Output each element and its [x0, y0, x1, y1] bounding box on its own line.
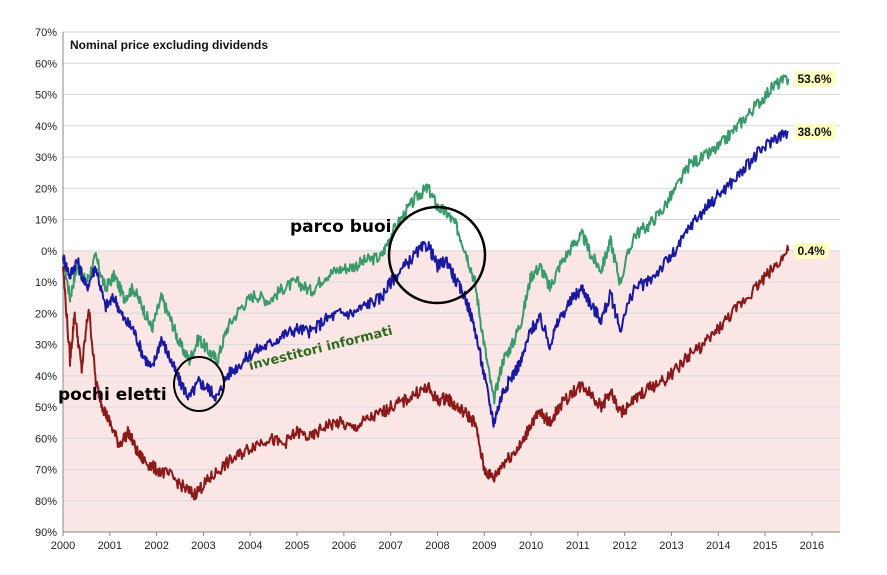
y-tick-label: 40% — [35, 121, 57, 133]
y-tick-label: 0% — [41, 246, 57, 258]
end-label-box — [794, 70, 836, 87]
x-tick-label: 2016 — [800, 540, 824, 552]
x-axis: 2000 2001 2002 2003 2004 2005 2006 2007 2008 2009… — [51, 531, 840, 552]
annotation-circle-bottom — [173, 356, 225, 412]
series-group — [62, 74, 790, 501]
series-line — [62, 129, 789, 428]
y-tick-label: 10% — [35, 277, 57, 289]
end-labels: 53.6% 38.0% 0.4% — [794, 70, 836, 259]
series-line — [62, 244, 790, 501]
x-tick-label: 2010 — [519, 540, 543, 552]
annotation-circle-peak — [387, 205, 487, 305]
x-tick-label: 2005 — [285, 540, 309, 552]
y-tick-label: 90% — [35, 527, 57, 539]
y-tick-label: 40% — [35, 371, 57, 383]
y-tick-label: 70% — [35, 465, 57, 477]
end-label: 0.4% — [798, 244, 826, 258]
annotation-parco-buoi: parco buoi — [290, 217, 391, 237]
y-tick-label: 20% — [35, 183, 57, 195]
y-tick-label: 30% — [35, 340, 57, 352]
x-tick-label: 2015 — [753, 540, 777, 552]
series-line — [62, 74, 790, 405]
x-tick-label: 2014 — [706, 540, 730, 552]
x-tick-label: 2006 — [332, 540, 356, 552]
y-tick-label: 80% — [35, 496, 57, 508]
y-tick-label: 30% — [35, 152, 57, 164]
x-tick-label: 2004 — [238, 540, 262, 552]
end-label-box — [794, 124, 836, 140]
annotation-pochi-eletti: pochi eletti — [58, 385, 167, 405]
chart-title: Nominal price excluding dividends — [70, 38, 268, 52]
x-tick-label: 2009 — [472, 540, 496, 552]
y-tick-label: 20% — [35, 308, 57, 320]
y-tick-label: 10% — [35, 215, 57, 227]
x-tick-label: 2008 — [425, 540, 449, 552]
x-tick-label: 2011 — [566, 540, 590, 552]
x-tick-label: 2002 — [144, 540, 168, 552]
y-tick-label: 70% — [35, 27, 57, 39]
y-tick-label: 50% — [35, 90, 57, 102]
end-label: 38.0% — [798, 125, 832, 139]
plot-area-negative-fill — [63, 250, 840, 532]
y-axis: 70% 60% 50% 40% 30% 20% 10% 0% 10% 20% 30% 40% 50% 60… — [35, 27, 64, 539]
end-label-box — [794, 242, 829, 259]
y-tick-label: 60% — [35, 433, 57, 445]
x-tick-label: 2013 — [659, 540, 683, 552]
y-tick-label: 60% — [35, 58, 57, 70]
x-tick-label: 2000 — [51, 540, 75, 552]
x-tick-label: 2012 — [612, 540, 636, 552]
end-label: 53.6% — [798, 72, 832, 86]
x-tick-label: 2007 — [378, 540, 402, 552]
x-tick-label: 2001 — [98, 540, 122, 552]
x-tick-label: 2003 — [191, 540, 215, 552]
y-tick-label: 50% — [35, 402, 57, 414]
